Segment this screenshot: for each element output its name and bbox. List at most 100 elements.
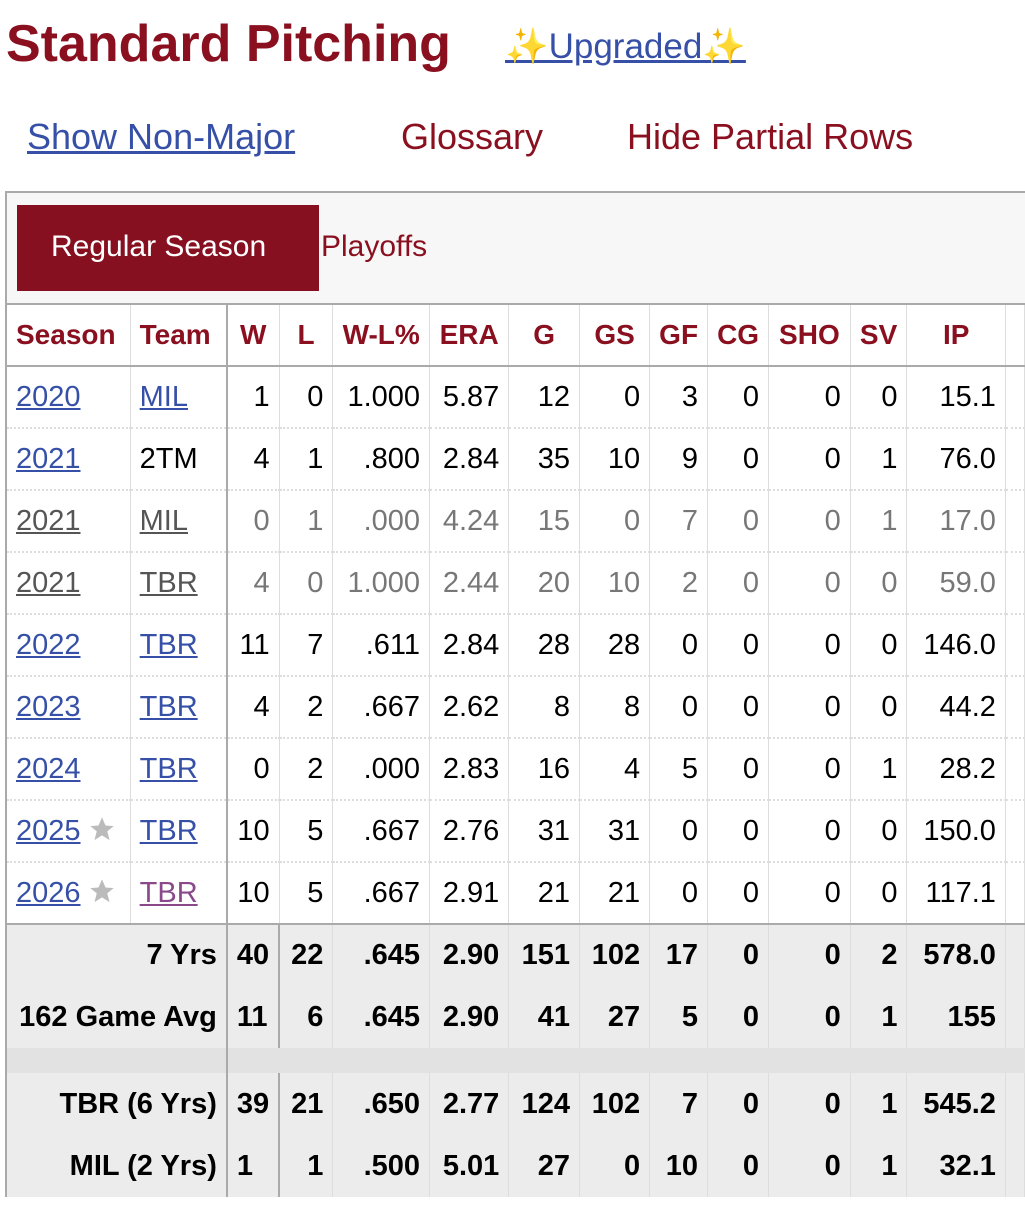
summary-cell: 545.2 xyxy=(906,1073,1006,1135)
column-header[interactable]: W-L% xyxy=(332,303,431,367)
table-cell: 2021 xyxy=(4,428,131,491)
glossary-link[interactable]: Glossary xyxy=(401,116,544,157)
playoffs-tab[interactable]: Playoffs xyxy=(321,230,428,263)
summary-label: TBR (6 Yrs) xyxy=(5,1073,228,1135)
summary-cell: .650 xyxy=(332,1073,431,1135)
team-link[interactable]: TBR xyxy=(139,752,198,785)
summary-cell: 21 xyxy=(279,1073,334,1135)
cut-cell xyxy=(1005,1135,1025,1197)
summary-cell: 1 xyxy=(279,1135,334,1197)
summary-cell: 27 xyxy=(508,1135,581,1197)
table-cell: MIL xyxy=(130,490,228,553)
show-non-major-link[interactable]: Show Non-Major xyxy=(27,116,296,157)
team-link[interactable]: TBR xyxy=(139,628,198,661)
team-link[interactable]: TBR xyxy=(139,876,198,909)
column-header[interactable]: Season xyxy=(4,303,131,367)
table-cell: 1 xyxy=(850,490,908,553)
table-cell: MIL xyxy=(130,366,228,429)
table-cell: .000 xyxy=(332,490,431,553)
table-cell: 0 xyxy=(768,552,851,615)
table-cell: 9 xyxy=(649,428,709,491)
table-cell: 8 xyxy=(508,676,581,739)
team-link[interactable]: MIL xyxy=(139,504,188,537)
table-cell: 0 xyxy=(707,676,770,739)
table-cell: 0 xyxy=(707,428,770,491)
table-cell: .667 xyxy=(332,862,431,925)
table-cell: 2.84 xyxy=(429,614,510,677)
table-cell: 2 xyxy=(279,676,334,739)
summary-cell: 5.01 xyxy=(429,1135,510,1197)
column-header[interactable]: ERA xyxy=(429,303,510,367)
summary-cell: 1 xyxy=(850,1135,908,1197)
all-star-icon xyxy=(89,816,114,840)
table-cell: 0 xyxy=(850,366,908,429)
column-header[interactable]: W xyxy=(226,303,280,367)
summary-cell: 1 xyxy=(850,986,908,1048)
summary-cell: 1 xyxy=(850,1073,908,1135)
table-cell: 76.0 xyxy=(906,428,1006,491)
table-cell: TBR xyxy=(130,862,228,925)
pitching-table: Season Team W L W-L% ERA G GS GF CG SHO SV IP 2020 MI… xyxy=(4,303,1025,1197)
team-link[interactable]: TBR xyxy=(139,814,198,847)
season-link[interactable]: 2022 xyxy=(16,628,81,661)
table-cell: 0 xyxy=(768,490,851,553)
table-cell: 2021 xyxy=(4,490,131,553)
spacer-row xyxy=(5,1048,1025,1073)
team-link[interactable]: TBR xyxy=(139,690,198,723)
table-cell: 35 xyxy=(508,428,581,491)
table-cell: 5 xyxy=(279,800,334,863)
table-cell: 0 xyxy=(649,862,709,925)
team-link[interactable]: TBR xyxy=(139,566,198,599)
summary-cell: 11 xyxy=(226,986,281,1048)
table-cell: 31 xyxy=(579,800,651,863)
summary-cell: 124 xyxy=(508,1073,581,1135)
table-cell: TBR xyxy=(130,738,228,801)
season-link[interactable]: 2020 xyxy=(16,380,81,413)
season-link[interactable]: 2021 xyxy=(16,442,81,475)
data-row: 2022 TBR 11 7.611 2.84 28 28 0 0 0 0 146.0 xyxy=(4,614,1025,677)
table-cell: 15.1 xyxy=(906,366,1006,429)
season-link[interactable]: 2024 xyxy=(16,752,81,785)
season-link[interactable]: 2021 xyxy=(16,566,81,599)
table-cell: .667 xyxy=(332,676,431,739)
table-cell: 0 xyxy=(279,552,334,615)
summary-label: MIL (2 Yrs) xyxy=(5,1135,228,1197)
season-link[interactable]: 2021 xyxy=(16,504,81,537)
column-header[interactable]: L xyxy=(279,303,334,367)
column-header[interactable]: GS xyxy=(579,303,651,367)
regular-season-tab[interactable]: Regular Season xyxy=(17,205,319,291)
column-header[interactable]: SHO xyxy=(768,303,851,367)
season-link[interactable]: 2026 xyxy=(16,876,81,909)
page-title: Standard Pitching xyxy=(6,15,451,73)
season-link[interactable]: 2023 xyxy=(16,690,81,723)
column-header[interactable]: IP xyxy=(906,303,1006,367)
data-row: 2026 TBR 10 5.667 2.91 21 21 0 0 0 0 117.1 xyxy=(4,862,1025,925)
table-cell: 1.000 xyxy=(332,366,431,429)
table-cell: 0 xyxy=(850,800,908,863)
column-header[interactable]: SV xyxy=(850,303,908,367)
table-cell: 31 xyxy=(508,800,581,863)
table-cell: 1 xyxy=(226,366,280,429)
column-header[interactable]: Team xyxy=(130,303,228,367)
column-header[interactable]: G xyxy=(508,303,581,367)
summary-cell: 40 xyxy=(226,924,281,986)
column-header[interactable]: GF xyxy=(649,303,709,367)
summary-cell: 32.1 xyxy=(906,1135,1006,1197)
table-cell: 10 xyxy=(226,862,280,925)
summary-cell: 2 xyxy=(850,924,908,986)
table-cell: 1 xyxy=(850,428,908,491)
hide-partial-rows-link[interactable]: Hide Partial Rows xyxy=(627,116,914,157)
table-cell: 1 xyxy=(279,428,334,491)
cut-cell xyxy=(1005,862,1025,925)
upgraded-link[interactable]: ✨Upgraded✨ xyxy=(505,27,746,66)
cut-cell xyxy=(1005,428,1025,491)
table-cell: 10 xyxy=(226,800,280,863)
cut-cell xyxy=(1005,738,1025,801)
table-cell: 1 xyxy=(279,490,334,553)
table-cell: .667 xyxy=(332,800,431,863)
season-link[interactable]: 2025 xyxy=(16,814,81,847)
column-header[interactable]: CG xyxy=(707,303,770,367)
table-cell: TBR xyxy=(130,552,228,615)
team-link[interactable]: MIL xyxy=(139,380,188,413)
table-cell: 15 xyxy=(508,490,581,553)
